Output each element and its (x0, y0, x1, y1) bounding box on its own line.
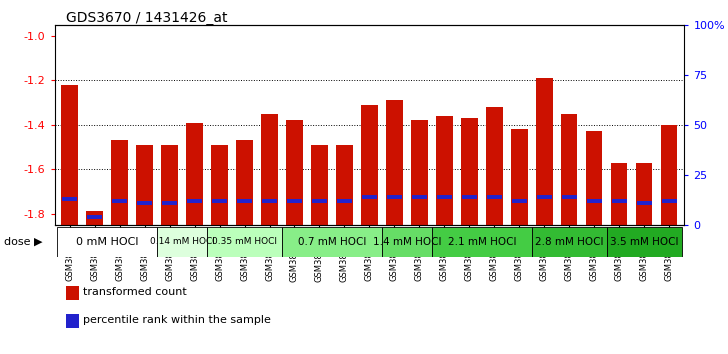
Bar (237, 199, 252, 202)
Bar (562, 195, 577, 199)
Bar (511, 129, 528, 225)
Text: 0.14 mM HOCl: 0.14 mM HOCl (150, 237, 215, 246)
Text: 0.35 mM HOCl: 0.35 mM HOCl (212, 237, 277, 246)
Bar (262, 199, 277, 202)
Bar (211, 145, 228, 225)
Bar (436, 116, 453, 225)
Bar (282, 227, 382, 257)
Bar (162, 201, 177, 205)
Bar (336, 145, 352, 225)
Bar (537, 78, 553, 225)
Bar (411, 120, 427, 225)
Bar (636, 162, 652, 225)
Bar (362, 195, 377, 199)
Bar (87, 211, 103, 225)
Bar (387, 100, 403, 225)
Text: 3.5 mM HOCl: 3.5 mM HOCl (610, 236, 678, 247)
Bar (587, 199, 602, 202)
Bar (286, 120, 303, 225)
Bar (237, 140, 253, 225)
Bar (586, 131, 603, 225)
Bar (612, 199, 627, 202)
Bar (337, 199, 352, 202)
Bar (136, 145, 153, 225)
Text: percentile rank within the sample: percentile rank within the sample (83, 315, 271, 325)
Bar (637, 201, 652, 205)
Bar (87, 215, 102, 218)
Bar (612, 162, 628, 225)
Bar (287, 199, 302, 202)
Text: 0.7 mM HOCl: 0.7 mM HOCl (298, 236, 366, 247)
Bar (312, 145, 328, 225)
Bar (361, 105, 378, 225)
Bar (661, 125, 678, 225)
Bar (537, 195, 552, 199)
Bar (432, 227, 532, 257)
Text: 0 mM HOCl: 0 mM HOCl (76, 236, 138, 247)
Bar (186, 122, 202, 225)
Text: 2.1 mM HOCl: 2.1 mM HOCl (448, 236, 516, 247)
Bar (382, 227, 432, 257)
Bar (212, 199, 227, 202)
Bar (607, 227, 682, 257)
Bar (57, 227, 157, 257)
Text: 2.8 mM HOCl: 2.8 mM HOCl (535, 236, 604, 247)
Bar (462, 118, 478, 225)
Bar (312, 199, 327, 202)
Bar (462, 195, 477, 199)
Text: dose ▶: dose ▶ (4, 237, 42, 247)
Bar (412, 195, 427, 199)
Bar (486, 107, 502, 225)
Bar (437, 195, 452, 199)
Bar (187, 199, 202, 202)
Bar (162, 145, 178, 225)
Bar (61, 85, 78, 225)
Bar (62, 197, 77, 201)
Bar (387, 195, 402, 199)
Text: GDS3670 / 1431426_at: GDS3670 / 1431426_at (66, 11, 227, 25)
Bar (207, 227, 282, 257)
Bar (111, 140, 127, 225)
Bar (112, 199, 127, 202)
Bar (662, 199, 677, 202)
Bar (561, 114, 577, 225)
Text: 1.4 mM HOCl: 1.4 mM HOCl (373, 236, 441, 247)
Text: transformed count: transformed count (83, 287, 187, 297)
Bar (157, 227, 207, 257)
Bar (512, 199, 527, 202)
Bar (532, 227, 607, 257)
Bar (487, 195, 502, 199)
Bar (261, 114, 277, 225)
Bar (137, 201, 152, 205)
